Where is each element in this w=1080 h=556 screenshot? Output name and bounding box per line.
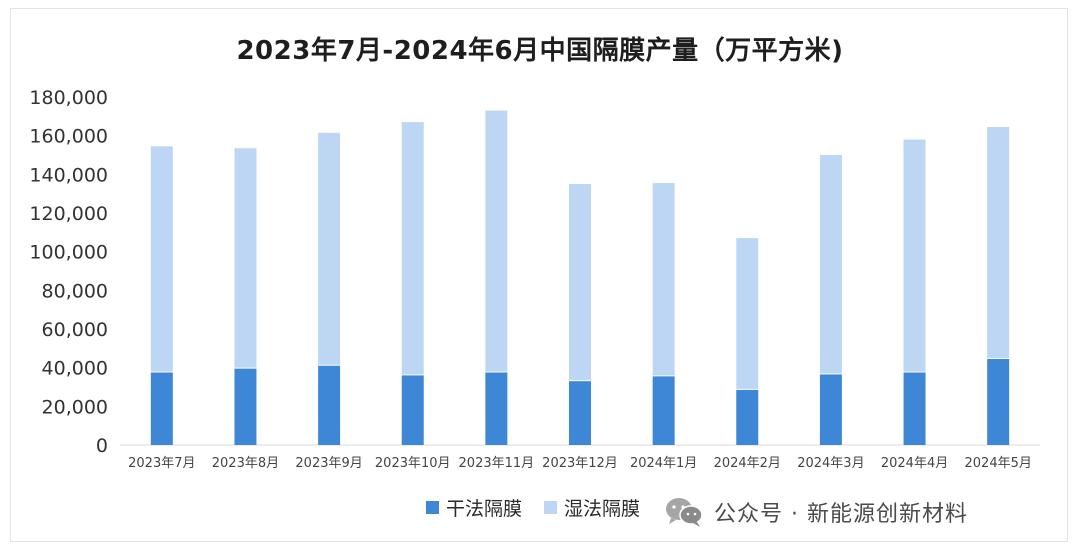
bar-wet-segment — [736, 238, 759, 389]
bar-dry-segment — [819, 374, 842, 445]
bar-dry-segment — [652, 376, 675, 445]
legend-swatch-dry — [426, 501, 439, 514]
y-tick-label: 140,000 — [29, 164, 108, 186]
bar-wet-segment — [903, 139, 926, 372]
bar-wet-segment — [234, 148, 257, 368]
watermark: 公众号 · 新能源创新材料 — [664, 496, 968, 528]
y-tick-label: 160,000 — [29, 126, 108, 148]
bar-dry-segment — [150, 372, 173, 445]
y-tick-label: 100,000 — [29, 242, 108, 264]
bar-wet-segment — [569, 184, 591, 381]
x-tick-label: 2024年4月 — [881, 456, 948, 471]
x-tick-label: 2023年11月 — [459, 456, 535, 471]
wechat-icon — [666, 498, 703, 527]
y-tick-label: 20,000 — [42, 396, 108, 418]
bar-dry-segment — [736, 389, 759, 445]
x-tick-label: 2023年8月 — [212, 456, 279, 471]
bars-group — [150, 110, 1010, 445]
y-tick-label: 40,000 — [42, 358, 108, 380]
legend-item-dry: 干法隔膜 — [426, 494, 522, 521]
bar-dry-segment — [987, 358, 1010, 445]
x-tick-label: 2023年12月 — [542, 456, 618, 471]
x-tick-label: 2024年3月 — [797, 456, 864, 471]
bar-wet-segment — [987, 126, 1010, 358]
bar-wet-segment — [819, 155, 842, 374]
x-tick-label: 2023年9月 — [295, 456, 362, 471]
bar-dry-segment — [485, 372, 508, 445]
legend-label-wet: 湿法隔膜 — [564, 498, 641, 520]
y-tick-label: 120,000 — [29, 203, 108, 225]
bar-dry-segment — [318, 365, 341, 445]
bar-wet-segment — [150, 146, 173, 372]
legend: 干法隔膜 湿法隔膜 — [426, 494, 662, 521]
x-axis: 2023年7月 2023年8月 2023年9月 2023年10月 2023年11月 202… — [128, 456, 1032, 471]
bar-wet-segment — [318, 132, 341, 365]
legend-label-dry: 干法隔膜 — [446, 498, 523, 520]
x-tick-label: 2023年7月 — [128, 456, 195, 471]
chart-title: 2023年7月-2024年6月中国隔膜产量（万平方米) — [236, 36, 844, 66]
bar-dry-segment — [234, 368, 257, 445]
legend-swatch-wet — [544, 501, 558, 514]
bar-wet-segment — [401, 122, 424, 375]
x-tick-label: 2023年10月 — [375, 456, 451, 471]
bar-dry-segment — [903, 372, 926, 445]
chart-frame — [10, 8, 1068, 542]
y-tick-label: 60,000 — [42, 319, 108, 341]
y-tick-label: 80,000 — [42, 280, 108, 302]
x-tick-label: 2024年2月 — [714, 456, 781, 471]
bar-dry-segment — [569, 381, 591, 445]
bar-wet-segment — [485, 110, 508, 372]
x-tick-label: 2024年5月 — [965, 456, 1032, 471]
bar-wet-segment — [652, 183, 675, 376]
x-tick-label: 2024年1月 — [630, 456, 697, 471]
y-tick-label: 180,000 — [29, 87, 108, 109]
watermark-text: 公众号 · 新能源创新材料 — [714, 502, 968, 527]
bar-dry-segment — [401, 375, 424, 445]
legend-item-wet: 湿法隔膜 — [544, 494, 640, 521]
y-tick-label: 0 — [96, 435, 108, 457]
y-axis: 0 20,000 40,000 60,000 80,000 100,000 120,000 1… — [29, 87, 108, 457]
